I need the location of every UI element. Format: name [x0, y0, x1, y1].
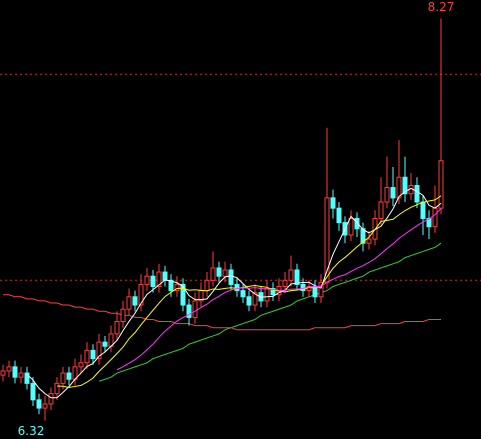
candle-body	[114, 321, 120, 335]
candle-body	[90, 349, 96, 360]
candle-body	[168, 279, 174, 292]
candle-body	[42, 403, 48, 409]
candle-body	[240, 290, 246, 298]
candle-body	[48, 393, 54, 405]
candle-body	[402, 176, 408, 195]
candle-body	[360, 228, 366, 244]
candle-body	[174, 283, 180, 292]
average-line	[3, 294, 441, 331]
candle-body	[234, 283, 240, 292]
candle-body	[354, 217, 360, 230]
candle-body	[24, 372, 30, 384]
candle-body	[264, 288, 270, 302]
candle-body	[336, 207, 342, 224]
candle-body	[150, 275, 156, 287]
candle-body	[96, 341, 102, 360]
candle-body	[420, 201, 426, 219]
candle-body	[222, 269, 228, 277]
candle-body	[180, 283, 186, 306]
candle-body	[228, 269, 234, 285]
candle-body	[438, 160, 444, 209]
candle-body	[204, 279, 210, 292]
candle-body	[216, 267, 222, 277]
candle-body	[138, 283, 144, 306]
candle-body	[18, 372, 24, 378]
candle-body	[30, 382, 36, 401]
candle-body	[54, 382, 60, 395]
average-line	[98, 242, 442, 382]
candle-body	[0, 370, 6, 376]
candle-body	[144, 275, 150, 285]
candle-body	[366, 238, 372, 244]
candle-body	[156, 271, 162, 287]
high-label: 8.27	[428, 0, 455, 14]
candle-body	[84, 349, 90, 364]
candle-body	[192, 300, 198, 318]
candle-body	[330, 197, 336, 209]
candle-body	[102, 341, 108, 347]
moving-average	[26, 187, 442, 399]
candle-body	[120, 308, 126, 323]
candle-body	[36, 399, 42, 409]
candle-body	[246, 296, 252, 306]
candle-body	[66, 372, 72, 380]
candle-body	[294, 269, 300, 285]
candle-body	[270, 288, 276, 296]
candle-body	[6, 366, 12, 372]
low-label: 6.32	[18, 424, 45, 438]
candle-body	[186, 304, 192, 318]
candle-body	[432, 207, 438, 228]
moving-average	[116, 208, 442, 371]
candle-body	[126, 296, 132, 310]
candle-body	[348, 217, 354, 236]
candle-body	[60, 372, 66, 384]
candle-body	[252, 292, 258, 306]
candle-body	[78, 362, 84, 368]
candle-body	[414, 184, 420, 203]
candle-body	[288, 269, 294, 281]
candle-body	[12, 366, 18, 378]
candle-body	[132, 296, 138, 306]
candle-body	[396, 176, 402, 199]
candle-body	[384, 187, 390, 203]
moving-average	[56, 195, 442, 388]
candle-body	[210, 267, 216, 281]
candle-body	[162, 271, 168, 281]
candle-body	[282, 279, 288, 287]
candle-body	[378, 201, 384, 219]
candle-body	[390, 187, 396, 199]
candle-body	[318, 281, 324, 298]
